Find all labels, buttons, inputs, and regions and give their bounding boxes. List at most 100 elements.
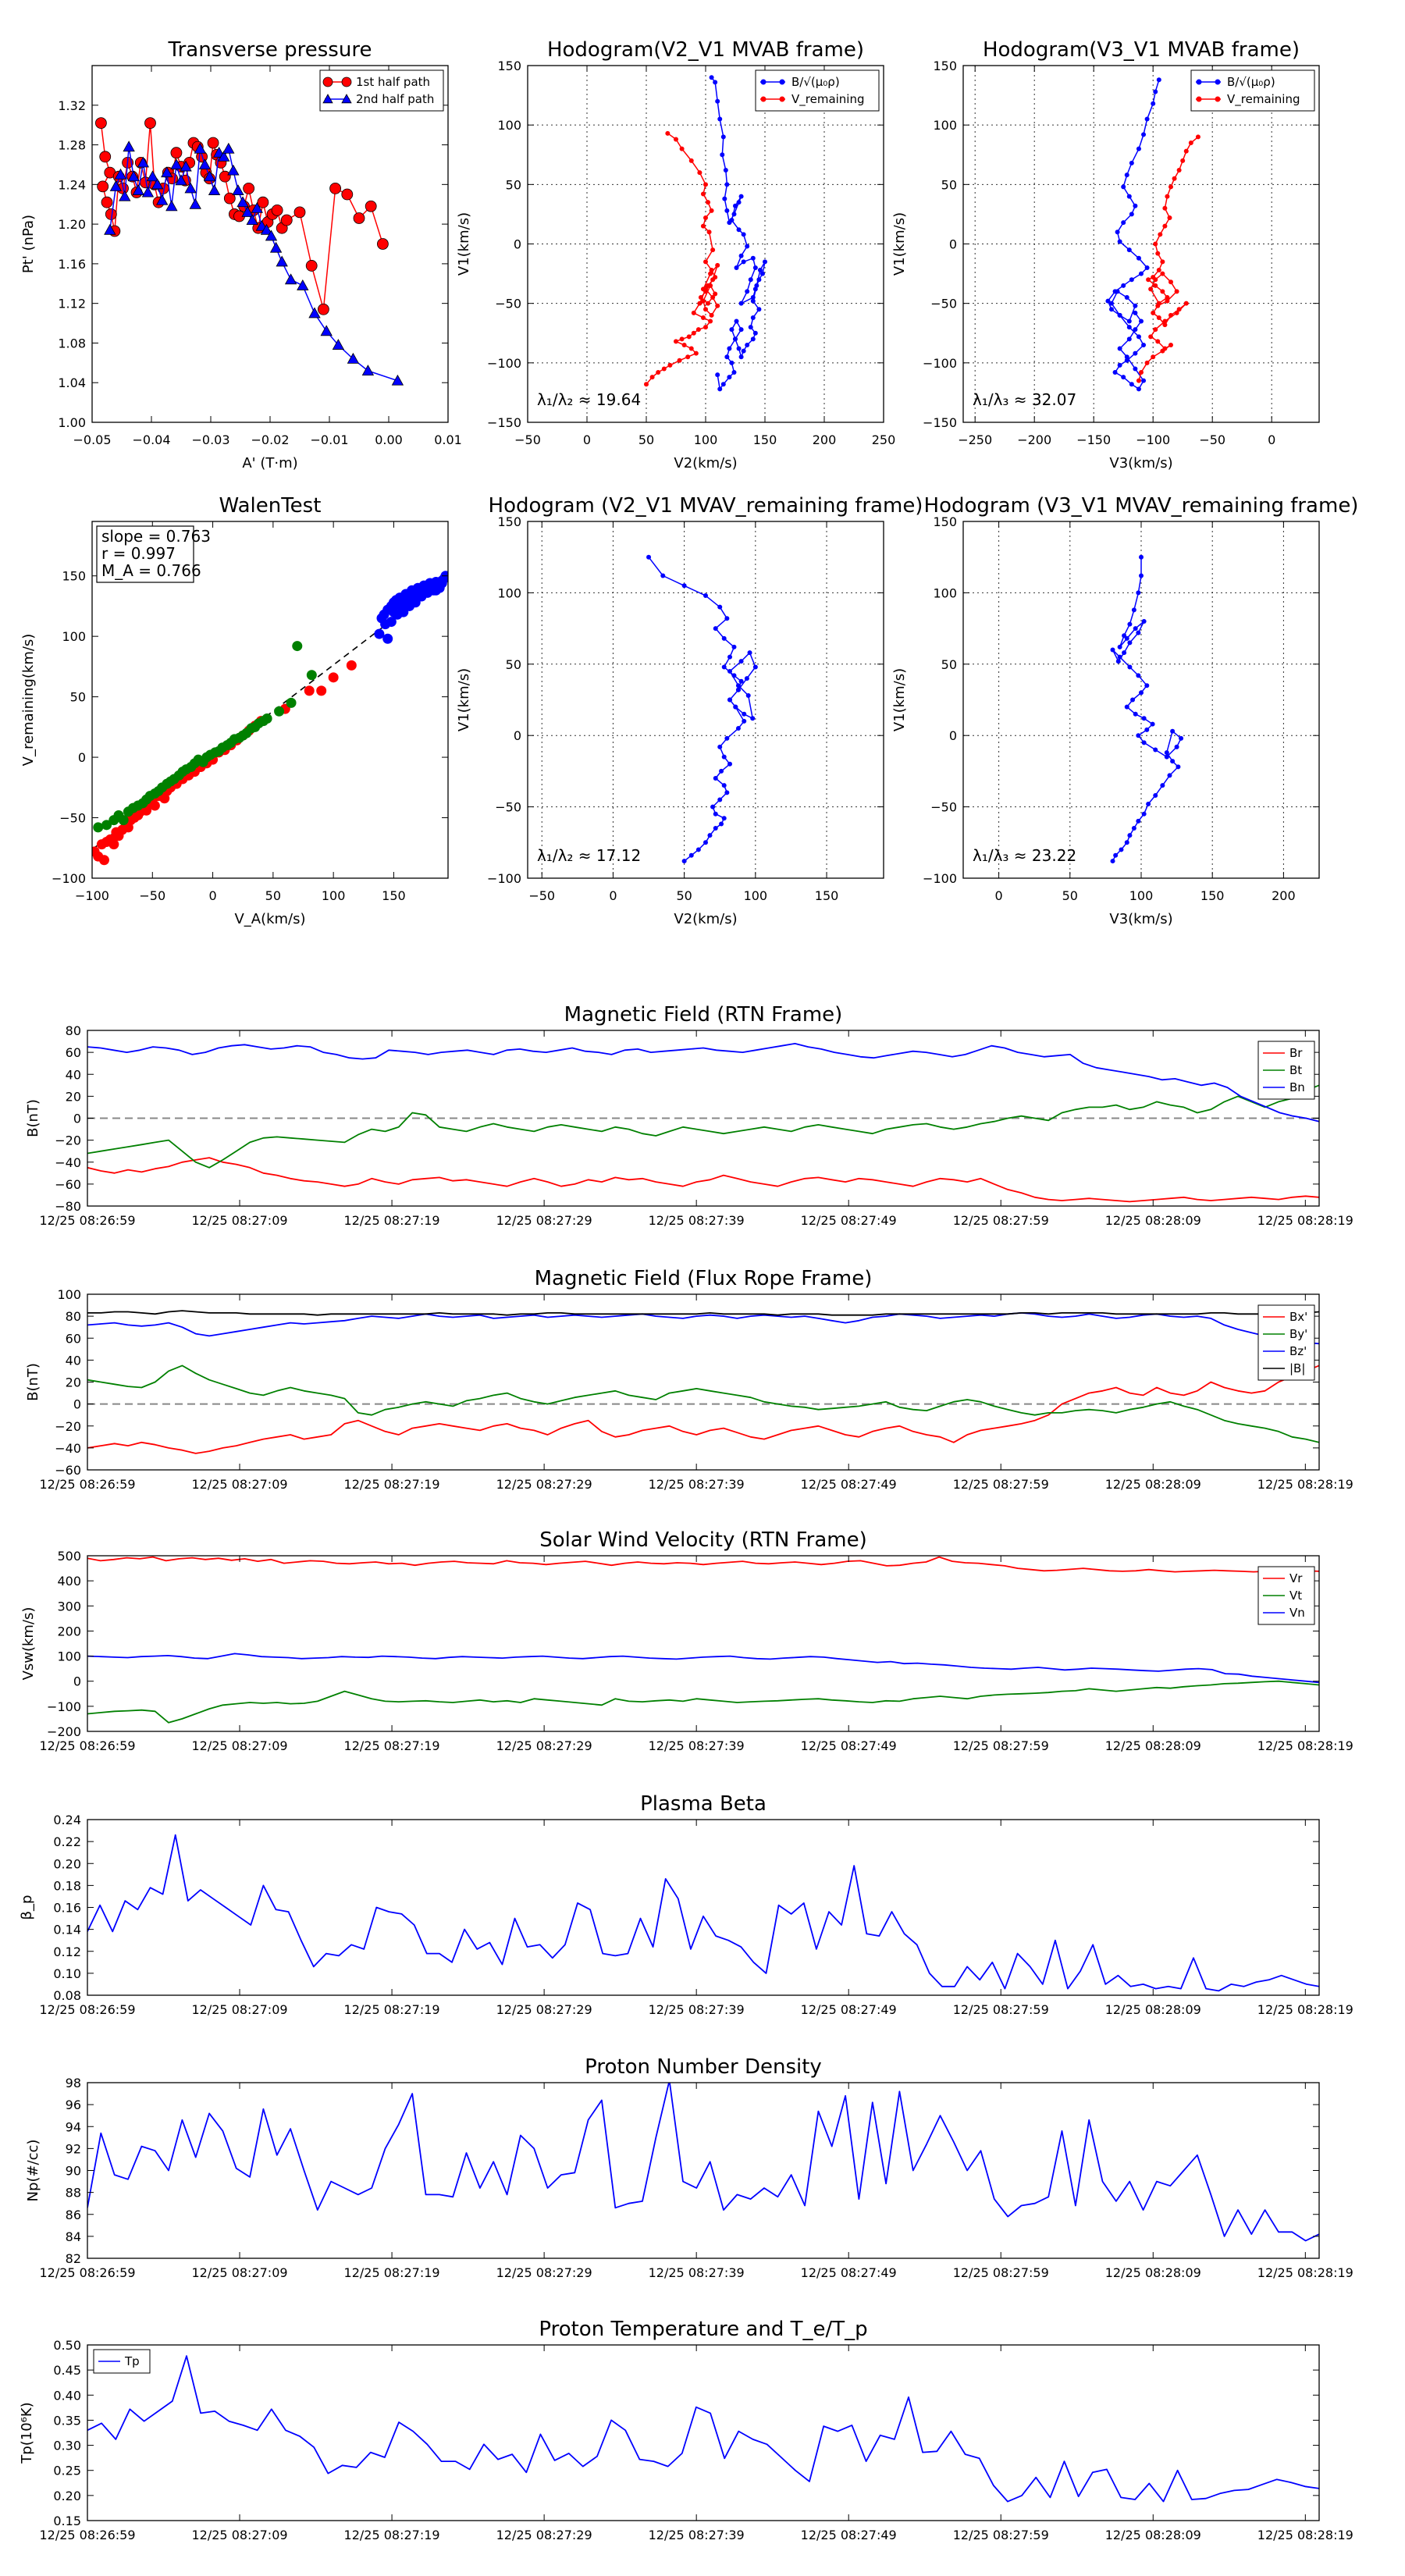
data-point <box>674 339 678 344</box>
data-point <box>729 218 735 223</box>
x-tick-label: 0 <box>995 888 1003 903</box>
data-point <box>219 170 231 183</box>
y-tick-label: 0 <box>949 728 957 743</box>
data-point <box>729 327 735 333</box>
data-point <box>1141 811 1147 817</box>
data-point <box>703 215 708 220</box>
data-point <box>1124 295 1129 301</box>
data-point <box>736 227 742 233</box>
y-tick-label: 60 <box>66 1331 81 1346</box>
data-point <box>141 186 155 197</box>
data-point <box>1188 141 1193 146</box>
data-point <box>271 204 283 216</box>
data-point <box>717 744 723 749</box>
y-tick-label: 0.45 <box>53 2363 81 2378</box>
x-tick-label: −50 <box>139 888 165 903</box>
data-point <box>715 303 720 308</box>
x-tick-label: 12/25 08:27:19 <box>344 2528 440 2542</box>
data-point <box>742 718 747 724</box>
data-point <box>1117 654 1122 660</box>
data-point <box>1136 255 1141 261</box>
data-point <box>1133 303 1138 308</box>
data-point <box>1133 711 1138 717</box>
data-point <box>316 685 327 696</box>
y-tick-label: 200 <box>57 1624 81 1638</box>
data-point <box>686 334 692 340</box>
data-point <box>715 262 720 268</box>
x-tick-label: 12/25 08:28:09 <box>1105 2265 1201 2280</box>
data-point <box>1129 160 1134 165</box>
data-point <box>1179 735 1184 741</box>
data-point <box>1153 792 1158 798</box>
legend-label: Vn <box>1289 1606 1305 1620</box>
series-line-0 <box>87 1556 1319 1573</box>
x-tick-label: 12/25 08:27:09 <box>192 2002 288 2017</box>
data-point <box>727 761 733 767</box>
data-point <box>1160 348 1165 354</box>
data-point <box>1172 176 1177 181</box>
data-point <box>721 635 727 641</box>
plot-area <box>92 66 448 422</box>
x-tick-label: 12/25 08:27:39 <box>649 1213 745 1228</box>
data-point <box>1127 621 1133 627</box>
x-tick-label: 0 <box>583 432 591 447</box>
plot-area <box>528 521 884 878</box>
data-point <box>1130 697 1136 703</box>
x-tick-label: 12/25 08:27:59 <box>953 2002 1049 2017</box>
data-point <box>700 315 706 320</box>
x-tick-label: 12/25 08:27:59 <box>953 2528 1049 2542</box>
data-point <box>1153 277 1158 283</box>
data-point <box>744 676 749 681</box>
y-tick-label: 0 <box>78 750 86 765</box>
data-point <box>1160 259 1165 265</box>
y-tick-label: −50 <box>495 800 521 815</box>
data-point <box>644 382 649 387</box>
data-point <box>94 117 107 130</box>
data-point <box>99 151 112 163</box>
y-axis-label: Pt' (nPa) <box>20 215 37 273</box>
data-point <box>109 180 123 191</box>
stats-line: M_A = 0.766 <box>101 561 201 580</box>
chart-ts_np: 12/25 08:26:59 12/25 08:27:09 12/25 08:27:… <box>25 2055 1353 2280</box>
y-tick-label: −100 <box>487 871 521 886</box>
legend-label: 2nd half path <box>356 92 434 106</box>
data-point <box>137 156 150 168</box>
y-tick-label: 0 <box>73 1112 81 1126</box>
data-point <box>1155 251 1161 256</box>
data-point <box>1153 327 1158 333</box>
data-point <box>1174 744 1179 749</box>
data-point <box>1164 750 1169 756</box>
y-tick-label: 40 <box>66 1353 81 1368</box>
data-point <box>727 668 733 674</box>
data-point <box>1155 303 1161 308</box>
x-tick-label: −0.03 <box>191 432 229 447</box>
data-point <box>1117 346 1122 351</box>
data-point <box>341 188 354 201</box>
x-tick-label: 12/25 08:28:09 <box>1105 2002 1201 2017</box>
data-point <box>756 307 762 312</box>
y-tick-label: 100 <box>933 585 957 600</box>
data-point <box>97 180 109 193</box>
x-tick-label: 12/25 08:27:29 <box>496 1738 592 1753</box>
data-point <box>1139 690 1144 696</box>
y-tick-label: 0 <box>73 1397 81 1412</box>
legend-label: Bn <box>1289 1080 1305 1094</box>
data-point <box>1136 590 1141 596</box>
data-point <box>293 206 306 219</box>
data-point <box>703 840 708 845</box>
data-point <box>723 168 728 173</box>
data-point <box>738 678 744 684</box>
data-point <box>328 672 339 683</box>
data-point <box>1162 223 1168 229</box>
x-tick-label: 0 <box>609 888 617 903</box>
data-point <box>1126 318 1132 324</box>
y-tick-label: 50 <box>506 177 521 192</box>
x-tick-label: 100 <box>322 888 346 903</box>
y-tick-label: −100 <box>923 356 957 371</box>
y-tick-label: 0.24 <box>53 1813 81 1827</box>
data-point <box>703 593 708 599</box>
data-point <box>1119 847 1124 852</box>
chart-ts_b_rtn: 12/25 08:26:59 12/25 08:27:09 12/25 08:27:… <box>25 1003 1353 1228</box>
data-point <box>1150 721 1155 727</box>
data-point <box>1176 764 1181 770</box>
